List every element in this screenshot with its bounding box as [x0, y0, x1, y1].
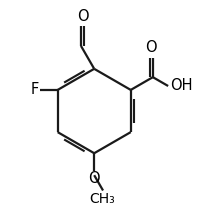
Text: O: O	[88, 172, 100, 187]
Text: O: O	[77, 9, 88, 24]
Text: F: F	[30, 83, 39, 97]
Text: O: O	[146, 40, 157, 55]
Text: OH: OH	[170, 78, 192, 93]
Text: CH₃: CH₃	[89, 192, 115, 206]
